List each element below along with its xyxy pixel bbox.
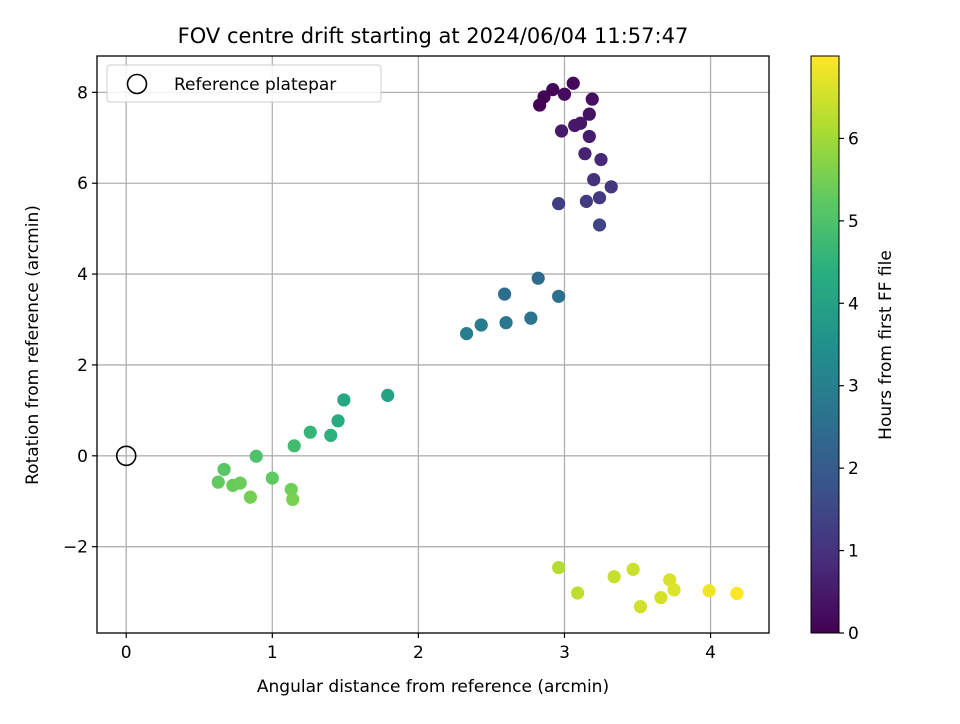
legend-reference-marker xyxy=(126,73,148,95)
data-point xyxy=(552,289,566,303)
data-point xyxy=(654,590,668,605)
data-point xyxy=(243,490,257,504)
x-tick-label: 4 xyxy=(705,643,716,663)
x-tick-label: 0 xyxy=(121,643,132,663)
y-tick-label: 6 xyxy=(77,174,88,194)
data-point xyxy=(531,271,545,285)
data-point xyxy=(552,560,566,575)
data-point xyxy=(579,194,593,208)
data-point xyxy=(566,76,580,90)
colorbar-tick-label: 6 xyxy=(848,129,859,149)
data-point xyxy=(626,562,640,576)
data-point xyxy=(303,425,317,439)
data-point xyxy=(524,311,538,325)
data-point xyxy=(571,586,585,600)
data-point xyxy=(702,584,716,598)
plot-area-frame xyxy=(96,55,770,634)
colorbar: 0 1 2 3 4 5 6 Hours from first FF file xyxy=(810,55,896,644)
x-axis-ticks: 0 1 2 3 4 xyxy=(121,633,716,663)
data-point xyxy=(474,318,488,332)
data-point xyxy=(546,83,560,97)
data-point xyxy=(497,287,512,301)
data-point xyxy=(578,147,592,161)
y-tick-label: 4 xyxy=(77,265,88,285)
colorbar-label: Hours from first FF file xyxy=(876,250,896,440)
data-point xyxy=(233,476,247,490)
colorbar-tick-label: 2 xyxy=(848,459,859,479)
chart-title: FOV centre drift starting at 2024/06/04 … xyxy=(178,24,689,48)
legend: Reference platepar xyxy=(106,64,382,103)
data-point xyxy=(337,393,351,407)
data-point xyxy=(582,129,596,144)
y-tick-label: 0 xyxy=(77,447,88,467)
data-point xyxy=(557,87,572,101)
data-point xyxy=(460,326,474,341)
data-point xyxy=(594,152,608,167)
x-axis-label: Angular distance from reference (arcmin) xyxy=(257,677,609,697)
data-point xyxy=(324,428,338,442)
colorbar-tick-label: 4 xyxy=(848,294,859,314)
colorbar-gradient xyxy=(810,55,840,634)
data-point xyxy=(552,197,566,211)
data-points xyxy=(211,76,744,614)
data-point xyxy=(607,570,621,584)
x-tick-label: 3 xyxy=(559,643,570,663)
data-point xyxy=(592,191,607,205)
reference-platepar-marker xyxy=(115,445,137,467)
data-point xyxy=(633,600,648,614)
legend-label: Reference platepar xyxy=(174,75,336,95)
y-tick-label: −2 xyxy=(63,538,88,558)
grid-lines xyxy=(97,56,769,633)
data-point xyxy=(663,573,677,587)
data-point xyxy=(286,492,300,507)
data-point xyxy=(284,482,298,497)
data-point xyxy=(249,449,263,463)
x-tick-label: 2 xyxy=(413,643,424,663)
data-point xyxy=(587,172,601,187)
data-point xyxy=(568,118,582,133)
data-point xyxy=(211,475,225,489)
colorbar-tick-label: 5 xyxy=(848,212,859,232)
data-point xyxy=(667,583,681,597)
data-point xyxy=(287,439,301,453)
data-point xyxy=(537,90,551,104)
colorbar-ticks: 0 1 2 3 4 5 6 xyxy=(839,129,859,644)
data-point xyxy=(381,388,395,402)
colorbar-tick-label: 1 xyxy=(848,542,859,562)
x-tick-label: 1 xyxy=(267,643,278,663)
y-axis-label: Rotation from reference (arcmin) xyxy=(23,205,43,485)
colorbar-tick-label: 3 xyxy=(848,377,859,397)
data-point xyxy=(582,107,596,121)
data-point xyxy=(604,180,618,194)
data-point xyxy=(331,414,345,428)
y-tick-label: 8 xyxy=(77,83,88,103)
data-point xyxy=(217,462,231,477)
colorbar-tick-label: 0 xyxy=(848,624,859,644)
data-point xyxy=(499,316,513,330)
y-axis-ticks: −2 0 2 4 6 8 xyxy=(63,83,97,558)
data-point xyxy=(585,92,599,106)
y-tick-label: 2 xyxy=(77,356,88,376)
data-point xyxy=(592,218,607,232)
data-point xyxy=(730,586,744,601)
legend-box xyxy=(106,64,382,103)
data-point xyxy=(265,471,279,485)
data-point xyxy=(554,124,569,138)
